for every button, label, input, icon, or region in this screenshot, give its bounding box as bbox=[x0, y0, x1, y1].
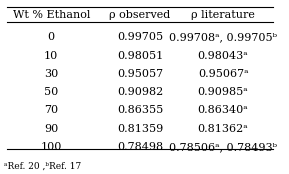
Text: 0.78498: 0.78498 bbox=[117, 142, 163, 152]
Text: 0.90982: 0.90982 bbox=[117, 87, 163, 97]
Text: ᵃRef. 20 ,ᵇRef. 17: ᵃRef. 20 ,ᵇRef. 17 bbox=[4, 162, 81, 171]
Text: 0.81359: 0.81359 bbox=[117, 124, 163, 134]
Text: 0.81362ᵃ: 0.81362ᵃ bbox=[198, 124, 248, 134]
Text: 0.98043ᵃ: 0.98043ᵃ bbox=[198, 50, 248, 61]
Text: 30: 30 bbox=[44, 69, 58, 79]
Text: 0.86340ᵃ: 0.86340ᵃ bbox=[198, 105, 248, 116]
Text: 0.99705: 0.99705 bbox=[117, 32, 163, 42]
Text: ρ literature: ρ literature bbox=[191, 10, 255, 20]
Text: 0.90985ᵃ: 0.90985ᵃ bbox=[198, 87, 248, 97]
Text: 0.78506ᵃ, 0.78493ᵇ: 0.78506ᵃ, 0.78493ᵇ bbox=[169, 142, 277, 152]
Text: 0.95067ᵃ: 0.95067ᵃ bbox=[198, 69, 248, 79]
Text: 0: 0 bbox=[48, 32, 55, 42]
Text: 0.99708ᵃ, 0.99705ᵇ: 0.99708ᵃ, 0.99705ᵇ bbox=[169, 32, 277, 42]
Text: 10: 10 bbox=[44, 50, 58, 61]
Text: 70: 70 bbox=[44, 105, 58, 116]
Text: 90: 90 bbox=[44, 124, 58, 134]
Text: 0.98051: 0.98051 bbox=[117, 50, 163, 61]
Text: Wt % Ethanol: Wt % Ethanol bbox=[12, 10, 90, 20]
Text: ρ observed: ρ observed bbox=[109, 10, 171, 20]
Text: 50: 50 bbox=[44, 87, 58, 97]
Text: 0.86355: 0.86355 bbox=[117, 105, 163, 116]
Text: 100: 100 bbox=[40, 142, 62, 152]
Text: 0.95057: 0.95057 bbox=[117, 69, 163, 79]
